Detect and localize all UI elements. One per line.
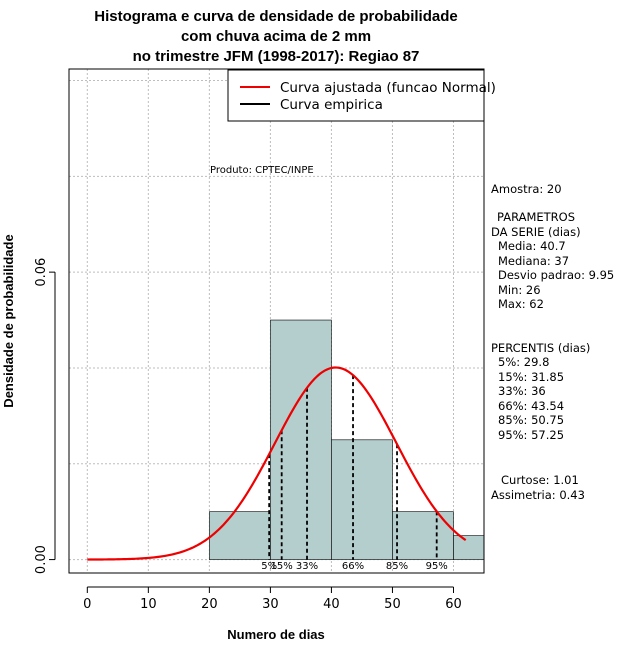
y-tick-label: 0.06 (34, 258, 49, 287)
stat-assimetria: Assimetria: 0.43 (491, 488, 585, 502)
percentile-lines (268, 375, 438, 560)
legend: Curva ajustada (funcao Normal) Curva emp… (227, 69, 496, 122)
percentil-66: 66%: 43.54 (498, 399, 564, 413)
x-tick-label: 10 (140, 597, 157, 612)
histogram-bar (331, 439, 393, 560)
params-title-line-1: PARAMETROS (497, 210, 575, 224)
legend-label-fitted-curve: Curva ajustada (funcao Normal) (280, 80, 496, 96)
sample-size: Amostra: 20 (491, 182, 562, 196)
axes: 0 10 20 30 40 50 60 0.00 0.06 (34, 258, 462, 612)
chart-title-line-3: no trimestre JFM (1998-2017): Regiao 87 (133, 48, 420, 65)
x-tick-label: 20 (201, 597, 218, 612)
percentil-85: 85%: 50.75 (498, 413, 564, 427)
percentile-label: 15% (271, 561, 293, 572)
percentil-15: 15%: 31.85 (498, 370, 564, 384)
percentile-label: 33% (296, 561, 318, 572)
x-tick-label: 50 (384, 597, 401, 612)
percentis-title: PERCENTIS (dias) (491, 341, 590, 355)
histogram-bar (209, 511, 271, 560)
x-tick-label: 0 (83, 597, 91, 612)
percentil-33: 33%: 36 (498, 384, 546, 398)
percentile-labels: 5%15% 33% 66% 85% 95% (261, 561, 448, 572)
stat-mediana: Mediana: 37 (498, 254, 569, 268)
plot-border (68, 68, 485, 574)
stat-media: Media: 40.7 (498, 239, 566, 253)
y-axis-title: Densidade de probabilidade (1, 234, 16, 407)
legend-box (227, 69, 485, 122)
stat-max: Max: 62 (498, 297, 544, 311)
percentile-label: 66% (342, 561, 364, 572)
normal-curve (87, 366, 467, 561)
percentil-95: 95%: 57.25 (498, 428, 564, 442)
legend-label-empirical-curve: Curva empirica (280, 97, 383, 113)
chart-title-line-1: Histograma e curva de densidade de proba… (94, 8, 457, 25)
histogram-bars (209, 319, 485, 560)
chart-title-line-2: com chuva acima de 2 mm (181, 28, 371, 45)
x-tick-label: 60 (445, 597, 462, 612)
x-axis-title: Numero de dias (227, 627, 325, 642)
stat-min: Min: 26 (498, 283, 541, 297)
histogram-bar (392, 511, 454, 560)
y-tick-label: 0.00 (34, 545, 49, 574)
product-annotation: Produto: CPTEC/INPE (210, 165, 314, 176)
histogram-bar (453, 535, 485, 560)
stats-panel: Amostra: 20 PARAMETROS DA SERIE (dias) M… (491, 182, 614, 502)
histogram-bar (270, 319, 332, 560)
stat-curtose: Curtose: 1.01 (501, 473, 579, 487)
percentile-label: 85% (386, 561, 408, 572)
stat-desvio: Desvio padrao: 9.95 (498, 268, 614, 282)
percentil-5: 5%: 29.8 (498, 355, 549, 369)
percentile-label: 95% (426, 561, 448, 572)
x-tick-label: 40 (323, 597, 340, 612)
normal-curve-group (87, 366, 467, 561)
percentile-label: 5% (261, 561, 277, 572)
params-title-line-2: DA SERIE (dias) (491, 225, 581, 239)
x-tick-label: 30 (262, 597, 279, 612)
